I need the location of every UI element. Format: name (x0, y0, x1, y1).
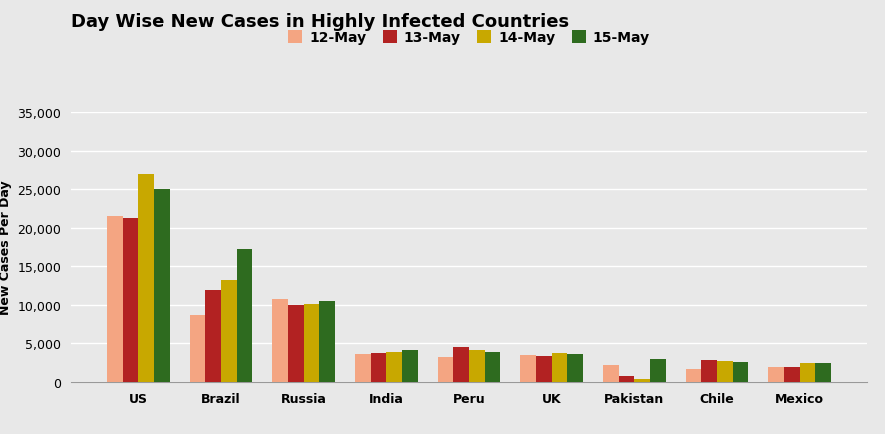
Bar (551, 353, 567, 382)
Bar (221, 280, 237, 382)
Bar (438, 357, 453, 382)
Bar (319, 301, 335, 382)
Bar (815, 363, 831, 382)
Bar (701, 360, 717, 382)
Bar (138, 174, 154, 382)
Bar (784, 367, 800, 382)
Bar (650, 359, 666, 382)
Bar (205, 290, 221, 382)
Bar (485, 352, 500, 382)
Bar (237, 250, 252, 382)
Bar (800, 363, 815, 382)
Bar (768, 367, 784, 382)
Bar (189, 315, 205, 382)
Bar (355, 354, 371, 382)
Bar (154, 190, 170, 382)
Bar (717, 361, 733, 382)
Bar (123, 219, 138, 382)
Bar (387, 352, 402, 382)
Bar (107, 217, 123, 382)
Bar (686, 370, 701, 382)
Bar (635, 379, 650, 382)
Bar (273, 299, 288, 382)
Bar (603, 365, 619, 382)
Y-axis label: New Cases Per Day: New Cases Per Day (0, 180, 12, 315)
Bar (619, 377, 635, 382)
Bar (402, 350, 418, 382)
Legend: 12-May, 13-May, 14-May, 15-May: 12-May, 13-May, 14-May, 15-May (282, 26, 656, 51)
Bar (469, 350, 485, 382)
Text: Day Wise New Cases in Highly Infected Countries: Day Wise New Cases in Highly Infected Co… (71, 13, 569, 31)
Bar (288, 305, 304, 382)
Bar (371, 353, 387, 382)
Bar (520, 355, 536, 382)
Bar (536, 357, 551, 382)
Bar (304, 304, 319, 382)
Bar (453, 347, 469, 382)
Bar (567, 354, 583, 382)
Bar (733, 362, 749, 382)
